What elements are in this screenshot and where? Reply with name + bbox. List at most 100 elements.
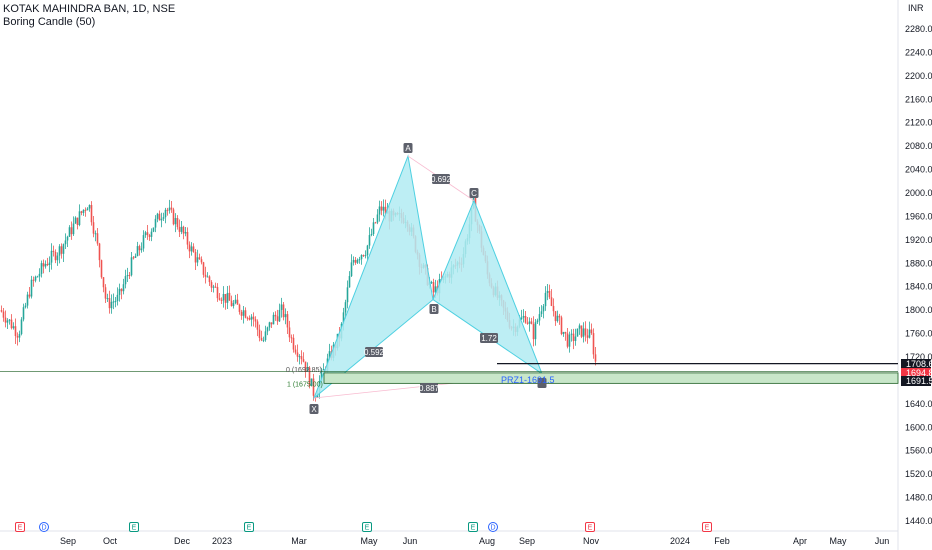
candle-body	[360, 255, 363, 260]
earnings-marker-icon	[244, 522, 254, 532]
point-label-c: C	[471, 189, 477, 198]
dividend-marker-icon	[39, 522, 49, 532]
price-tag-box	[901, 359, 931, 369]
candle-body	[52, 250, 55, 252]
candle-body	[34, 276, 37, 281]
fib-label-one: 1 (1675.00)	[287, 381, 323, 388]
time-tick-label: Feb	[714, 536, 730, 546]
candle-body	[220, 299, 223, 301]
price-tick-label: 2200.00	[905, 71, 932, 81]
candle-body	[194, 252, 197, 263]
candle-body	[94, 233, 97, 235]
candle-body	[172, 209, 175, 225]
price-tick-label: 1720.00	[905, 352, 932, 362]
candle-body	[246, 317, 249, 319]
candle-body	[156, 213, 159, 219]
candle-body	[572, 333, 575, 341]
price-tag-label: 1708.65	[906, 359, 932, 369]
event-marker-letter: E	[588, 525, 593, 532]
candle-body	[160, 218, 163, 221]
candle-body	[186, 231, 189, 245]
price-tick-label: 2080.00	[905, 141, 932, 151]
candle-body	[230, 300, 233, 307]
earnings-marker-icon	[702, 522, 712, 532]
candle-body	[274, 314, 277, 317]
candle-body	[158, 213, 161, 221]
candle-body	[66, 236, 69, 241]
candle-body	[60, 246, 63, 254]
candle-body	[184, 231, 187, 234]
point-label-box-b	[429, 304, 439, 314]
point-label-box-a	[403, 143, 413, 153]
candle-body	[228, 292, 231, 301]
candle-body	[28, 294, 31, 297]
candle-body	[256, 321, 259, 330]
candle-body	[320, 370, 323, 381]
candle-body	[368, 235, 371, 246]
candle-body	[46, 263, 49, 266]
candle-body	[522, 315, 525, 318]
candle-body	[50, 250, 53, 263]
candle-body	[208, 276, 211, 283]
time-tick-label: Dec	[174, 536, 191, 546]
candle-body	[162, 217, 165, 219]
candle-body	[64, 240, 67, 245]
candle-body	[582, 328, 585, 337]
point-label-x: X	[311, 405, 317, 414]
time-tick-label: Sep	[60, 536, 76, 546]
point-label-box-c	[469, 188, 479, 198]
candle-body	[226, 292, 229, 303]
price-tick-label: 1640.00	[905, 399, 932, 409]
candle-body	[202, 262, 205, 275]
price-tick-label: 1960.00	[905, 211, 932, 221]
price-tick-label: 1840.00	[905, 282, 932, 292]
candle-body	[534, 322, 537, 340]
candle-body	[62, 244, 65, 254]
candle-body	[44, 263, 47, 267]
candle-body	[136, 246, 139, 257]
price-tick-label: 1800.00	[905, 305, 932, 315]
candle-body	[358, 259, 361, 261]
candle-body	[312, 378, 315, 396]
candle-body	[270, 322, 273, 325]
candle-body	[580, 325, 583, 337]
candle-body	[84, 209, 87, 211]
candle-body	[190, 246, 193, 252]
candle-body	[200, 259, 203, 263]
candle-body	[594, 354, 597, 362]
pattern-triangle-bcd	[432, 199, 544, 376]
candle-body	[234, 299, 237, 304]
candle-body	[588, 329, 591, 338]
candle-body	[244, 310, 247, 318]
candle-body	[264, 331, 267, 341]
candle-body	[106, 298, 109, 300]
candle-body	[168, 207, 171, 211]
candle-body	[370, 233, 373, 236]
candle-body	[292, 337, 295, 350]
candle-body	[76, 217, 79, 226]
candle-body	[308, 367, 311, 386]
price-tick-label: 1440.00	[905, 516, 932, 526]
candle-body	[568, 334, 571, 347]
candle-body	[68, 227, 71, 237]
ratio-box-ac	[432, 174, 450, 184]
candle-body	[22, 307, 25, 320]
event-marker-letter: E	[247, 525, 252, 532]
candle-body	[434, 286, 437, 293]
candle-body	[576, 328, 579, 337]
price-tag-box	[901, 376, 931, 386]
candle-body	[250, 316, 253, 320]
point-label-box-x	[309, 404, 319, 414]
price-tick-label: 1560.00	[905, 446, 932, 456]
time-tick-label: May	[829, 536, 847, 546]
candle-body	[546, 290, 549, 293]
candle-body	[540, 311, 543, 315]
earnings-marker-icon	[15, 522, 25, 532]
candle-body	[306, 367, 309, 372]
candle-body	[278, 309, 281, 322]
candle-body	[290, 337, 293, 339]
candle-body	[210, 282, 213, 288]
candle-body	[4, 317, 7, 323]
candle-body	[432, 282, 435, 293]
